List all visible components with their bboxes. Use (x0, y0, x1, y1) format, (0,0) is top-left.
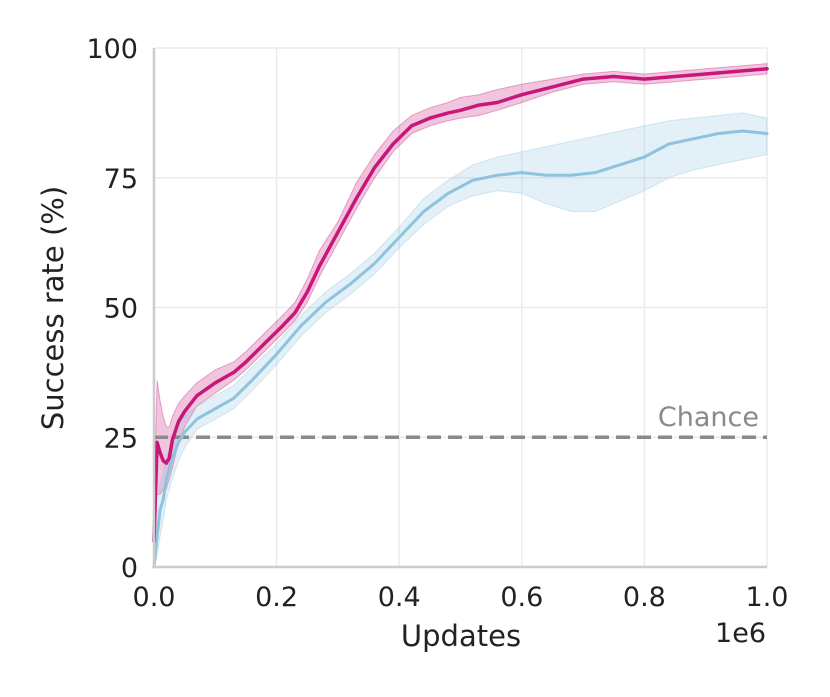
y-tick-label: 25 (104, 423, 138, 454)
x-tick-label: 0.4 (378, 582, 421, 613)
y-tick-label: 50 (104, 294, 138, 325)
x-tick-label: 1.0 (746, 582, 789, 613)
y-tick-label: 0 (121, 553, 138, 584)
x-axis-offset-label: 1e6 (715, 618, 766, 649)
y-axis-title: Success rate (%) (36, 186, 70, 430)
y-tick-label: 100 (86, 34, 138, 65)
axis-titles: Updates Success rate (%) 1e6 Chance (36, 186, 766, 653)
tick-labels: 0.0 0.2 0.4 0.6 0.8 1.0 0 25 50 75 100 (86, 34, 788, 613)
series-lines (152, 67, 769, 569)
confidence-bands (153, 63, 768, 568)
x-axis-title: Updates (401, 619, 521, 653)
x-tick-label: 0.2 (255, 582, 298, 613)
y-tick-label: 75 (104, 164, 138, 195)
series-band-2 (153, 112, 768, 568)
chance-label: Chance (658, 402, 759, 433)
series-line-1 (152, 67, 769, 543)
axes (152, 48, 767, 569)
series-line-2 (152, 129, 769, 569)
series-band-1 (153, 63, 768, 568)
x-tick-label: 0.6 (500, 582, 543, 613)
x-tick-label: 0.8 (623, 582, 666, 613)
x-tick-label: 0.0 (133, 582, 176, 613)
